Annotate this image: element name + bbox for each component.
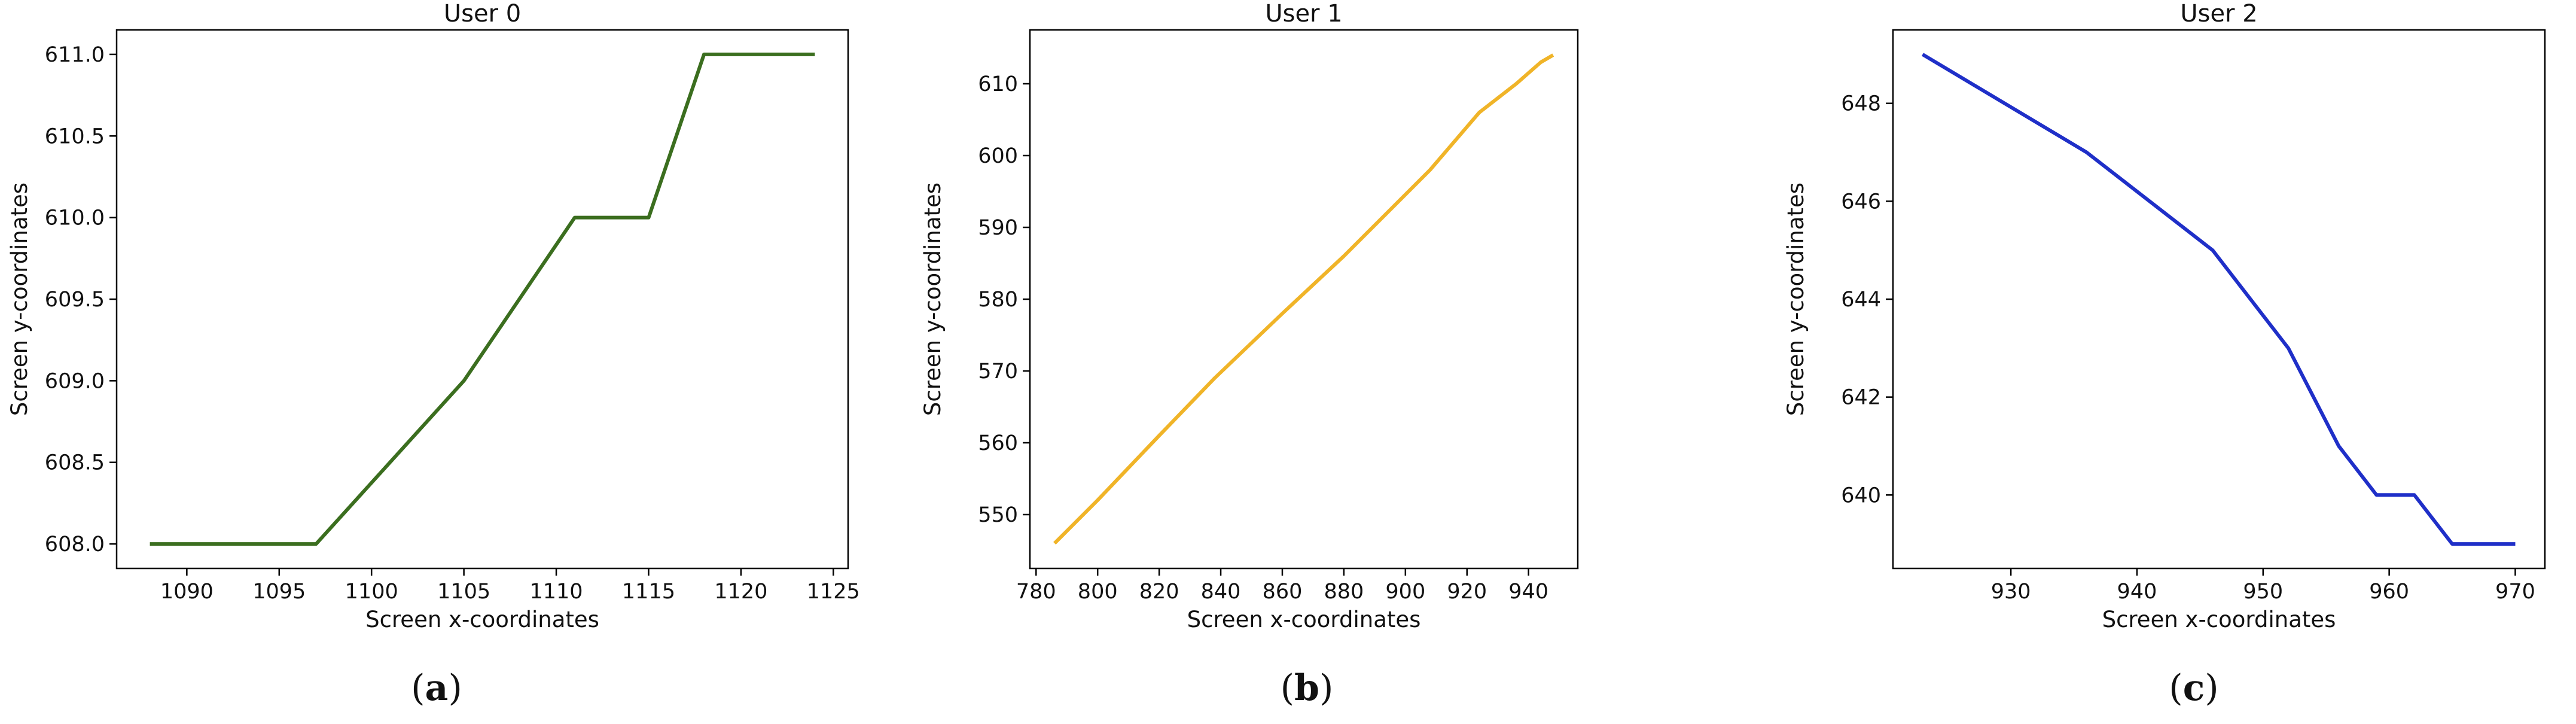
x-tick-label: 1110 xyxy=(529,580,583,604)
plot-frame xyxy=(1029,29,1579,570)
y-tick-label: 609.0 xyxy=(45,369,105,393)
y-tick-label: 570 xyxy=(978,360,1018,384)
y-tick-label: 646 xyxy=(1841,190,1881,214)
panel-label-close: ) xyxy=(1319,667,1333,709)
x-tick-label: 920 xyxy=(1447,580,1487,604)
y-tick-label: 608.0 xyxy=(45,533,105,556)
plot-frame xyxy=(115,29,849,570)
x-tick-label: 970 xyxy=(2495,580,2535,604)
x-tick-label: 800 xyxy=(1078,580,1118,604)
y-tick-label: 609.5 xyxy=(45,288,105,312)
y-tick-label: 642 xyxy=(1841,386,1881,410)
series-line xyxy=(1921,53,2516,546)
x-tick-label: 930 xyxy=(1991,580,2031,604)
x-tick-label: 1125 xyxy=(807,580,860,604)
chart-title: User 0 xyxy=(444,0,521,28)
x-tick-label: 940 xyxy=(2117,580,2157,604)
chart-panel-0: User 0 1090 1095 1100 1105 1110 1115 1120 1125 60… xyxy=(7,0,860,709)
x-tick-label: 780 xyxy=(1016,580,1056,604)
x-tick-label: 880 xyxy=(1324,580,1364,604)
panel-label-close: ) xyxy=(2205,667,2218,709)
panel-label-close: ) xyxy=(448,667,462,709)
y-axis-label: Screen y-coordinates xyxy=(920,182,946,416)
x-tick-label: 950 xyxy=(2243,580,2283,604)
x-tick-label: 860 xyxy=(1263,580,1303,604)
x-axis-label: Screen x-coordinates xyxy=(365,607,599,632)
x-tick-label: 840 xyxy=(1201,580,1241,604)
y-tick-label: 610.5 xyxy=(45,124,105,148)
panel-label: (b) xyxy=(1281,667,1334,709)
chart-panel-2: User 2 930 940 950 960 970 640 642 644 646 648 Scre… xyxy=(1783,0,2546,709)
x-tick-label: 960 xyxy=(2369,580,2409,604)
y-tick-label: 550 xyxy=(978,503,1018,527)
y-tick-label: 648 xyxy=(1841,92,1881,116)
panel-label: (a) xyxy=(411,667,462,709)
panel-label-open: ( xyxy=(1281,667,1294,709)
chart-title: User 2 xyxy=(2180,0,2257,28)
panel-label-open: ( xyxy=(411,667,425,709)
x-tick-label: 1105 xyxy=(437,580,490,604)
x-tick-label: 1090 xyxy=(160,580,214,604)
y-tick-label: 560 xyxy=(978,431,1018,455)
chart-panel-1: User 1 780 800 820 840 860 880 900 920 940 550 560 5… xyxy=(920,0,1579,709)
x-tick-label: 820 xyxy=(1139,580,1179,604)
y-axis-label: Screen y-coordinates xyxy=(1783,182,1809,416)
series-line xyxy=(150,52,815,546)
y-tick-label: 611.0 xyxy=(45,43,105,67)
x-tick-label: 1120 xyxy=(714,580,767,604)
y-tick-label: 608.5 xyxy=(45,451,105,475)
x-tick-label: 900 xyxy=(1385,580,1425,604)
x-axis-label: Screen x-coordinates xyxy=(2102,607,2336,632)
panel-label-letter: a xyxy=(425,667,449,709)
y-tick-label: 590 xyxy=(978,216,1018,240)
y-tick-label: 610.0 xyxy=(45,206,105,230)
x-tick-label: 940 xyxy=(1508,580,1548,604)
x-tick-label: 1100 xyxy=(345,580,398,604)
x-axis-label: Screen x-coordinates xyxy=(1187,607,1421,632)
chart-title: User 1 xyxy=(1265,0,1342,28)
x-tick-label: 1095 xyxy=(252,580,306,604)
y-tick-label: 644 xyxy=(1841,288,1881,312)
panel-label-letter: c xyxy=(2183,667,2205,709)
series-line xyxy=(1053,53,1554,545)
y-tick-label: 580 xyxy=(978,288,1018,312)
y-tick-label: 610 xyxy=(978,72,1018,96)
y-tick-label: 640 xyxy=(1841,483,1881,507)
y-axis-label: Screen y-coordinates xyxy=(7,182,32,416)
x-tick-label: 1115 xyxy=(622,580,675,604)
panel-label-open: ( xyxy=(2169,667,2182,709)
panel-label: (c) xyxy=(2169,667,2218,709)
y-tick-label: 600 xyxy=(978,144,1018,168)
panel-label-letter: b xyxy=(1294,667,1319,709)
plot-frame xyxy=(1892,29,2546,570)
